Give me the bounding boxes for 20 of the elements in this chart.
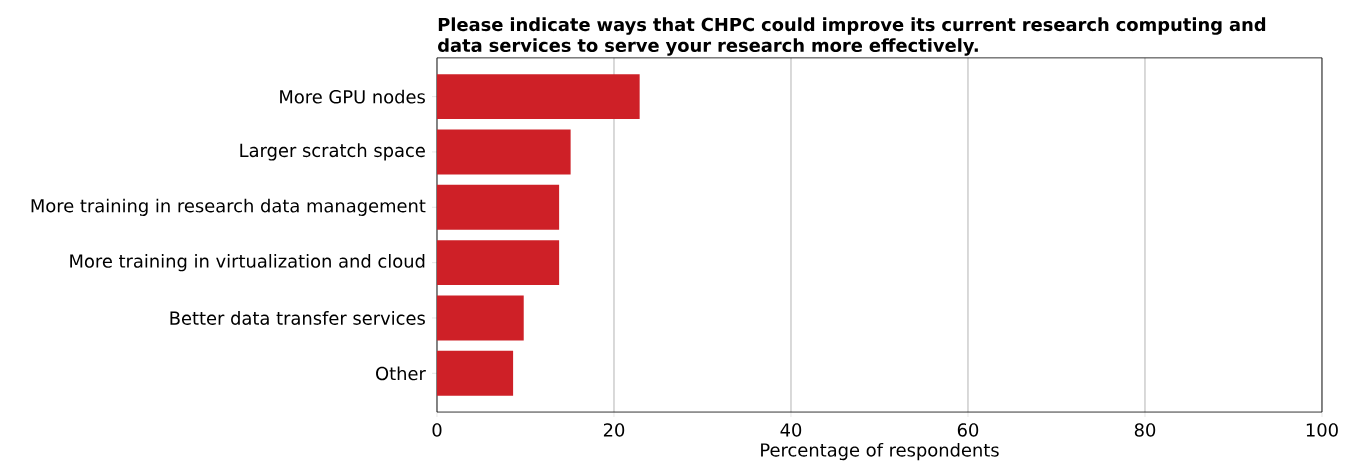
- y-tick-label: Larger scratch space: [240, 143, 425, 161]
- x-tick-label: 80: [1134, 423, 1156, 437]
- bar: [437, 350, 514, 396]
- y-tick-label: Other: [376, 366, 426, 381]
- x-tick-label: 40: [780, 423, 802, 437]
- y-tick-label: More training in research data management: [31, 198, 426, 216]
- y-tick-label: Better data transfer services: [170, 311, 425, 325]
- bar: [437, 295, 524, 341]
- x-tick-label: 100: [1306, 423, 1338, 437]
- bar: [437, 129, 571, 175]
- x-tick-label: 20: [603, 423, 625, 437]
- x-tick-label: 0: [432, 423, 442, 437]
- bar: [437, 184, 560, 230]
- y-tick-label: More GPU nodes: [280, 89, 425, 104]
- y-tick-label: More training in virtualization and cloud: [70, 254, 425, 272]
- x-axis-title: Percentage of respondents: [761, 442, 999, 461]
- bar: [437, 74, 640, 120]
- bar: [437, 240, 560, 286]
- chart-title: Please indicate ways that CHPC could improve its current research computing and data services to serve your research more effectively.: [438, 17, 1266, 56]
- x-tick-label: 60: [957, 423, 979, 437]
